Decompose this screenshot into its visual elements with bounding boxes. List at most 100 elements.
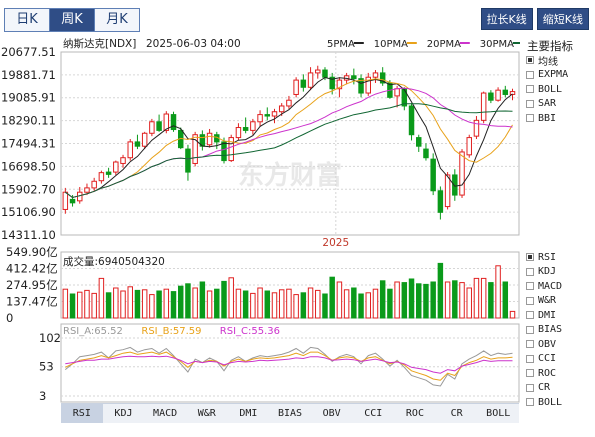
bottom-tab-kdj[interactable]: KDJ: [114, 408, 133, 419]
checkbox-icon[interactable]: [526, 282, 534, 291]
bottom-tab-cr[interactable]: CR: [450, 408, 463, 419]
checkbox-icon[interactable]: [526, 85, 534, 94]
main-indicator-option[interactable]: SAR: [526, 97, 568, 112]
volume-bar: [416, 283, 422, 319]
volume-bar: [509, 310, 516, 319]
volume-bar: [430, 281, 436, 319]
main-indicator-option[interactable]: EXPMA: [526, 68, 568, 83]
kline-chart[interactable]: 东方财富 20677.51 19881.71 19085.91 18290.11 174…: [0, 34, 523, 437]
candle-down: [408, 105, 415, 136]
sub-indicator-option-label: MACD: [538, 280, 563, 292]
checkbox-icon[interactable]: [526, 114, 534, 123]
candle-up: [120, 157, 126, 164]
shorten-k-button[interactable]: 缩短K线: [536, 8, 589, 30]
candle-down: [329, 76, 335, 90]
candle-up: [480, 92, 487, 121]
sub-indicator-option[interactable]: MACD: [526, 279, 562, 294]
volume-bar: [315, 289, 321, 319]
candle-up: [163, 113, 170, 131]
bottom-tab-wr[interactable]: W&R: [197, 408, 216, 419]
volume-bar: [329, 276, 335, 319]
sub-indicator-tabs: RSI KDJ MACD W&R DMI BIAS OBV CCI ROC CR BOLL: [61, 403, 519, 423]
volume-bar: [77, 291, 83, 319]
candle-down: [264, 114, 271, 117]
main-indicator-list: 均线 EXPMA BOLL SAR BBI: [526, 53, 568, 126]
checkbox-icon[interactable]: [526, 369, 534, 378]
bottom-tab-cci[interactable]: CCI: [364, 408, 383, 419]
candle-up: [336, 79, 343, 90]
bottom-tab-roc[interactable]: ROC: [405, 408, 424, 419]
candle-up: [459, 151, 465, 196]
period-tabs: 日K 周K 月K: [4, 8, 140, 32]
bottom-tab-boll[interactable]: BOLL: [486, 408, 511, 419]
candle-down: [358, 78, 364, 94]
bottom-tab-bias[interactable]: BIAS: [277, 408, 303, 419]
sub-indicator-option[interactable]: BOLL: [526, 395, 562, 410]
rsi-line-b: [65, 351, 513, 381]
candle-up: [257, 114, 263, 123]
candle-down: [156, 121, 162, 131]
volume-tick-label: 0: [6, 311, 13, 325]
checkbox-icon[interactable]: [526, 383, 534, 392]
sub-indicator-option[interactable]: W&R: [526, 294, 562, 309]
sub-indicator-option[interactable]: DMI: [526, 308, 562, 323]
checkbox-icon[interactable]: [526, 340, 534, 349]
checkbox-icon[interactable]: [526, 70, 534, 79]
rsi-legend-label: RSI_A:65.52: [63, 326, 123, 337]
candle-up: [495, 89, 501, 101]
checkbox-icon[interactable]: [526, 398, 534, 407]
candle-up: [466, 137, 472, 156]
tab-day-k[interactable]: 日K: [4, 8, 50, 32]
sub-indicator-option[interactable]: CR: [526, 381, 562, 396]
checkbox-icon[interactable]: [526, 325, 534, 334]
volume-bar: [480, 277, 487, 319]
checkbox-icon[interactable]: [526, 267, 534, 276]
sub-indicator-option[interactable]: BIAS: [526, 323, 562, 338]
main-indicator-option-label: BBI: [538, 112, 557, 124]
volume-bar: [192, 287, 198, 319]
volume-label: 成交量:6940504320: [63, 255, 165, 268]
main-indicator-option[interactable]: BOLL: [526, 82, 568, 97]
checkbox-icon[interactable]: [526, 253, 534, 262]
checkbox-icon[interactable]: [526, 354, 534, 363]
sub-indicator-option[interactable]: KDJ: [526, 265, 562, 280]
candle-up: [91, 180, 97, 189]
candle-down: [379, 72, 386, 84]
volume-bar: [379, 280, 386, 319]
volume-bar: [264, 290, 271, 319]
volume-bar: [437, 262, 444, 319]
sub-indicator-option[interactable]: ROC: [526, 366, 562, 381]
candle-up: [394, 88, 400, 97]
bottom-tab-macd[interactable]: MACD: [153, 408, 178, 419]
volume-bar: [105, 292, 112, 319]
sub-indicator-option[interactable]: RSI: [526, 250, 562, 265]
checkbox-icon[interactable]: [526, 56, 534, 65]
volume-bar: [372, 288, 379, 319]
price-tick-label: 17494.31: [1, 136, 56, 150]
candle-down: [105, 171, 112, 175]
tab-month-k[interactable]: 月K: [94, 8, 140, 32]
checkbox-icon[interactable]: [526, 99, 534, 108]
bottom-tab-obv[interactable]: OBV: [322, 408, 341, 419]
sub-indicator-option-label: KDJ: [538, 266, 557, 278]
volume-bar: [423, 283, 429, 319]
sub-indicator-option-label: RSI: [538, 251, 557, 263]
candle-up: [250, 121, 256, 131]
sub-indicator-option[interactable]: OBV: [526, 337, 562, 352]
main-indicator-option[interactable]: BBI: [526, 111, 568, 126]
volume-tick-label: 274.95亿: [6, 278, 58, 292]
main-indicator-option[interactable]: 均线: [526, 53, 568, 68]
candle-up: [315, 69, 321, 74]
sub-indicator-option-label: ROC: [538, 367, 557, 379]
candle-up: [149, 121, 155, 134]
price-tick-label: 15902.70: [1, 182, 56, 196]
stretch-k-button[interactable]: 拉长K线: [480, 8, 533, 30]
ma-legend-label: 10PMA: [374, 39, 408, 50]
bottom-tab-dmi[interactable]: DMI: [239, 408, 258, 419]
volume-bar: [98, 277, 105, 319]
tab-week-k[interactable]: 周K: [49, 8, 95, 32]
sub-indicator-option[interactable]: CCI: [526, 352, 562, 367]
checkbox-icon[interactable]: [526, 311, 534, 320]
bottom-tab-rsi[interactable]: RSI: [61, 404, 103, 423]
checkbox-icon[interactable]: [526, 296, 534, 305]
